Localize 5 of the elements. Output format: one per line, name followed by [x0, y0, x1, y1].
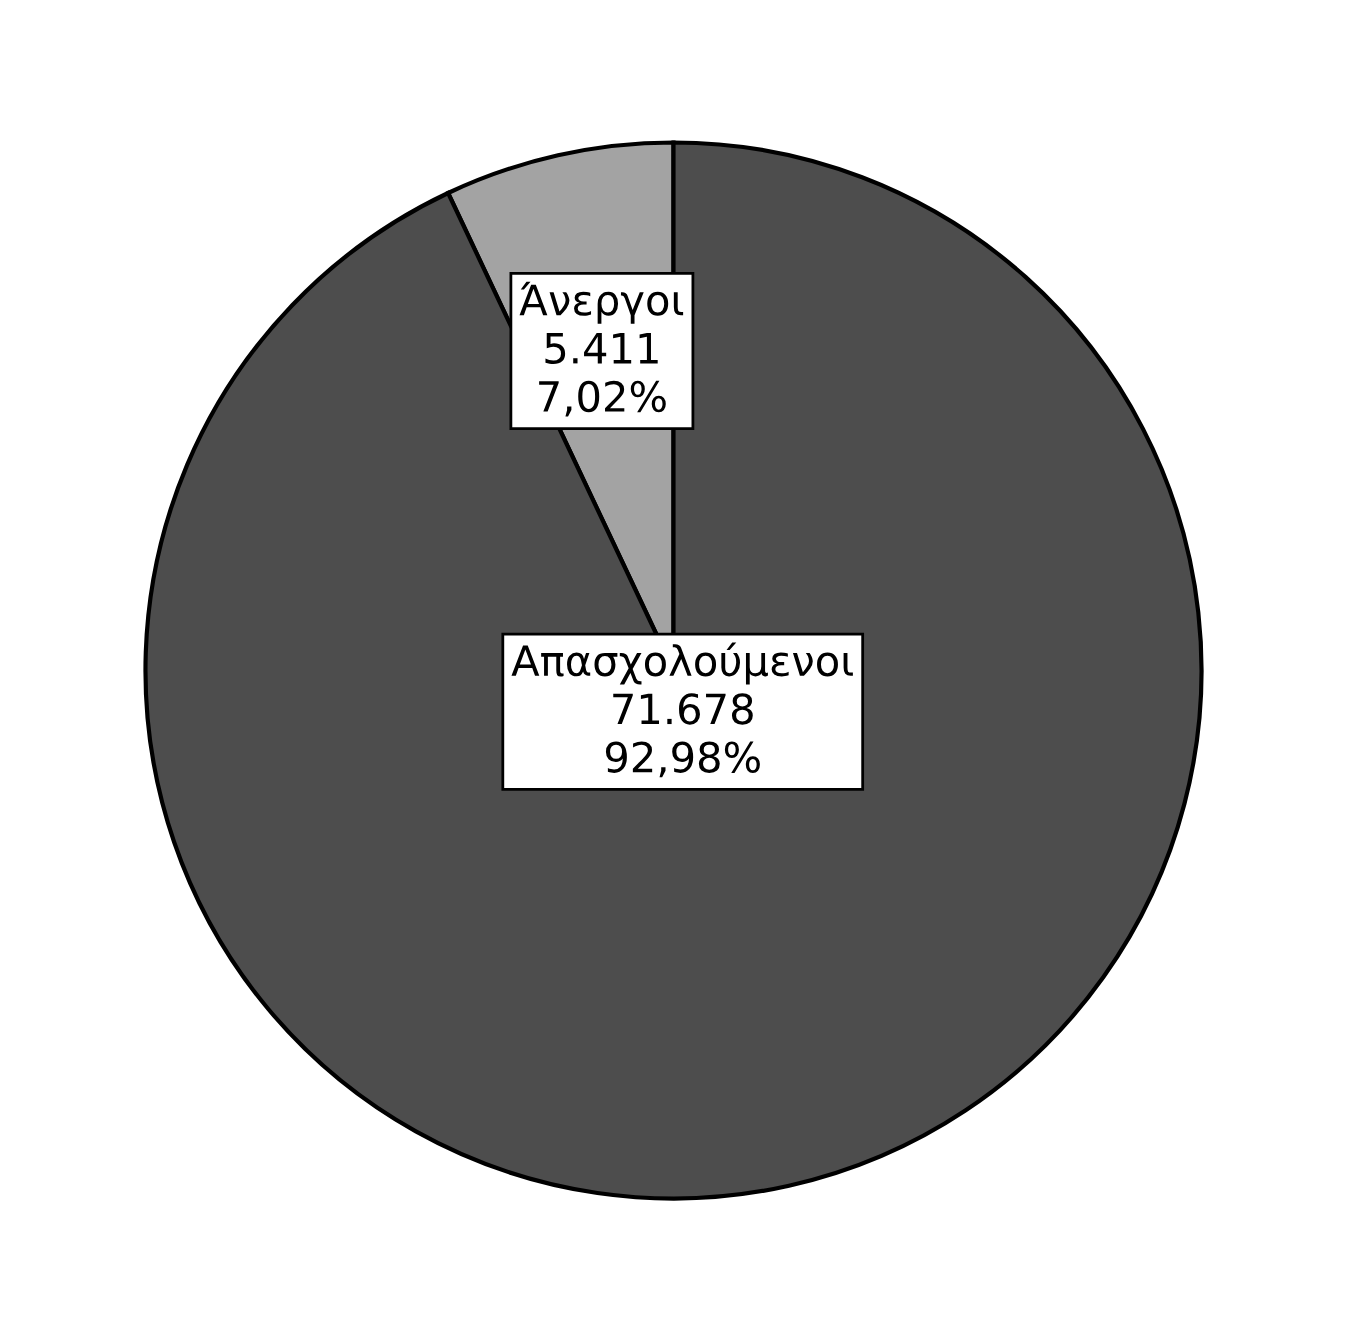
data-label: 5.411 7,02%: [539, 333, 666, 417]
slice-label: Άνεργοι: [519, 281, 684, 324]
pie-slice: [143, 140, 1204, 1201]
data-label: 71.678 92,98%: [605, 693, 760, 778]
slice-label: Απασχολούμενοι: [511, 642, 853, 685]
